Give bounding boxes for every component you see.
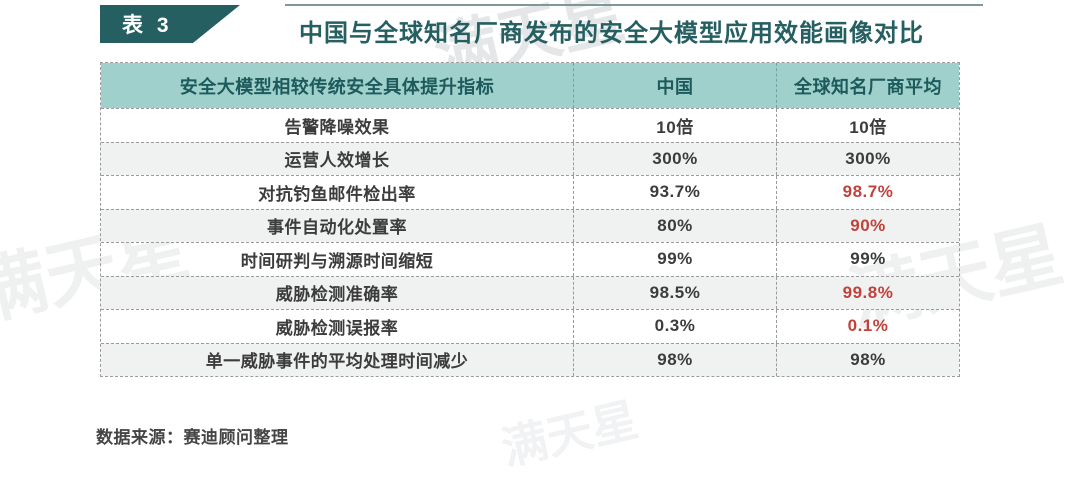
metric-cell: 对抗钓鱼邮件检出率 — [258, 184, 416, 204]
metric-cell: 事件自动化处置率 — [267, 218, 407, 238]
column-header-metric: 安全大模型相较传统安全具体提升指标 — [179, 76, 495, 97]
china-value-cell: 10倍 — [573, 109, 776, 142]
china-value-cell: 300% — [573, 142, 776, 175]
global-value-cell: 98.7% — [776, 176, 959, 209]
metric-cell: 时间研判与溯源时间缩短 — [240, 251, 434, 271]
metric-cell: 威胁检测准确率 — [275, 285, 399, 305]
china-value-cell: 98% — [573, 343, 776, 376]
table-number-badge: 表 3 — [100, 5, 240, 43]
watermark-text: 满天星 — [496, 393, 643, 475]
column-header-china: 中国 — [573, 63, 776, 108]
china-value-cell: 98.5% — [573, 276, 776, 309]
metric-cell: 告警降噪效果 — [284, 117, 390, 137]
china-value-cell: 93.7% — [573, 176, 776, 209]
column-header-global: 全球知名厂商平均 — [776, 63, 959, 108]
table-row: 威胁检测准确率 98.5% 99.8% — [101, 275, 959, 309]
table-row: 单一威胁事件的平均处理时间减少 98% 98% — [101, 342, 959, 376]
global-value-cell: 300% — [776, 142, 959, 175]
global-value-cell: 99% — [776, 243, 959, 276]
table-body: 告警降噪效果 10倍 10倍 运营人效增长 300% 300% 对抗钓鱼邮件检出… — [101, 108, 959, 376]
china-value-cell: 99% — [573, 243, 776, 276]
table-title: 中国与全球知名厂商发布的安全大模型应用效能画像对比 — [299, 20, 924, 47]
metric-cell: 威胁检测误报率 — [275, 318, 399, 338]
table-row: 时间研判与溯源时间缩短 99% 99% — [101, 242, 959, 276]
global-value-cell: 0.1% — [776, 310, 959, 343]
table-row: 对抗钓鱼邮件检出率 93.7% 98.7% — [101, 175, 959, 209]
table-row: 告警降噪效果 10倍 10倍 — [101, 108, 959, 142]
global-value-cell: 10倍 — [776, 109, 959, 142]
global-value-cell: 98% — [776, 343, 959, 376]
table-row: 运营人效增长 300% 300% — [101, 141, 959, 175]
table-row: 事件自动化处置率 80% 90% — [101, 208, 959, 242]
data-source-note: 数据来源：赛迪顾问整理 — [96, 428, 289, 447]
metric-cell: 运营人效增长 — [284, 151, 390, 171]
metric-cell: 单一威胁事件的平均处理时间减少 — [205, 352, 469, 372]
table-row: 威胁检测误报率 0.3% 0.1% — [101, 309, 959, 343]
comparison-table: 安全大模型相较传统安全具体提升指标 中国 全球知名厂商平均 告警降噪效果 10倍… — [100, 62, 960, 377]
china-value-cell: 0.3% — [573, 310, 776, 343]
header-rule-line — [285, 4, 983, 6]
global-value-cell: 99.8% — [776, 276, 959, 309]
china-value-cell: 80% — [573, 209, 776, 242]
table-header-row: 安全大模型相较传统安全具体提升指标 中国 全球知名厂商平均 — [101, 63, 959, 108]
table-number-label: 表 3 — [122, 14, 173, 37]
global-value-cell: 90% — [776, 209, 959, 242]
